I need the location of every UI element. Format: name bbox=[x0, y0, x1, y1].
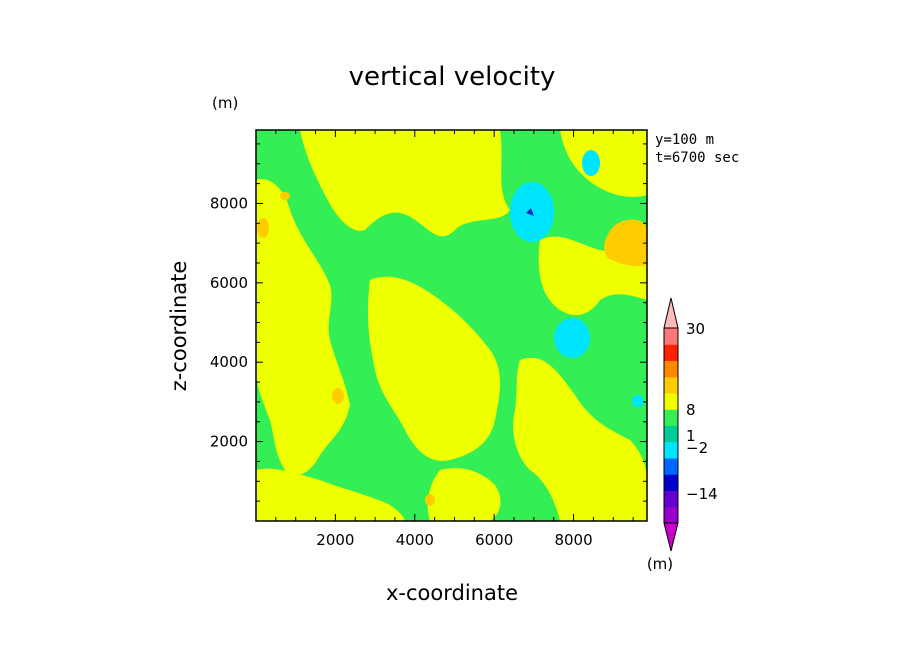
cyan-edge-patch bbox=[632, 395, 644, 407]
y-unit-label: (m) bbox=[212, 94, 238, 112]
colorbar-swatch bbox=[664, 506, 678, 524]
y-tick-label: 6000 bbox=[210, 274, 248, 292]
yellow-center-region bbox=[367, 276, 500, 461]
x-tick-label: 6000 bbox=[475, 531, 513, 549]
cyan-mid-right-patch bbox=[554, 318, 590, 358]
colorbar-label: −14 bbox=[686, 485, 718, 503]
contour-yellow-regions bbox=[256, 130, 647, 521]
cyan-top-right-patch bbox=[582, 150, 600, 176]
plot-frame bbox=[255, 129, 648, 522]
yellow-lower-center-region bbox=[427, 468, 501, 521]
y-tick-label: 8000 bbox=[210, 194, 248, 212]
y-tick-label: 2000 bbox=[210, 433, 248, 451]
yellow-top-right-region bbox=[560, 130, 647, 197]
colorbar-label: 1 bbox=[686, 427, 696, 445]
colorbar-swatch bbox=[664, 409, 678, 426]
chart-title: vertical velocity bbox=[349, 62, 556, 92]
x-tick-label: 8000 bbox=[554, 531, 592, 549]
colorbar-top-arrow bbox=[663, 297, 679, 329]
colorbar-label: −2 bbox=[686, 439, 708, 457]
colorbar-swatch bbox=[664, 490, 678, 508]
colorbar-swatch bbox=[664, 344, 678, 361]
colorbar-unit-label: (m) bbox=[647, 555, 673, 573]
orange-small-patch-1 bbox=[280, 192, 290, 200]
x-tick-label: 2000 bbox=[316, 531, 354, 549]
y-tick-label: 4000 bbox=[210, 353, 248, 371]
annotation-time: t=6700 sec bbox=[655, 150, 739, 166]
yellow-top-center-region bbox=[300, 130, 510, 237]
x-tick-label: 4000 bbox=[396, 531, 434, 549]
colorbar-label: 30 bbox=[686, 320, 705, 338]
orange-left-patch bbox=[257, 218, 269, 238]
orange-right-patch bbox=[604, 219, 647, 267]
x-axis-label: x-coordinate bbox=[386, 581, 518, 605]
colorbar-label: 8 bbox=[686, 401, 696, 419]
annotation-y-slice: y=100 m bbox=[655, 132, 714, 148]
colorbar-bottom-arrow bbox=[663, 522, 679, 552]
colorbar-swatch bbox=[664, 360, 678, 378]
yellow-left-region bbox=[256, 179, 350, 475]
plot-area bbox=[256, 130, 647, 521]
yellow-right-bottom-region bbox=[513, 357, 647, 521]
colorbar-swatch bbox=[664, 425, 678, 443]
colorbar-swatch bbox=[664, 328, 678, 345]
colorbar-frame bbox=[663, 327, 679, 524]
colorbar-swatch bbox=[664, 474, 678, 491]
orange-small-patch-3 bbox=[425, 494, 435, 506]
colorbar-swatch bbox=[664, 441, 678, 459]
axis-ticks: 2000 4000 6000 8000 2000 4000 6000 8000 bbox=[210, 130, 647, 549]
colorbar-swatch bbox=[664, 376, 678, 394]
orange-small-patch-2 bbox=[332, 388, 344, 404]
y-axis-label: z-coordinate bbox=[167, 261, 191, 392]
colorbar-swatch bbox=[664, 393, 678, 410]
colorbar-swatch bbox=[664, 458, 678, 475]
yellow-bottom-left-region bbox=[256, 468, 405, 521]
annotation-block: y=100 m t=6700 sec bbox=[655, 132, 739, 166]
blue-peak-patch bbox=[526, 208, 534, 216]
